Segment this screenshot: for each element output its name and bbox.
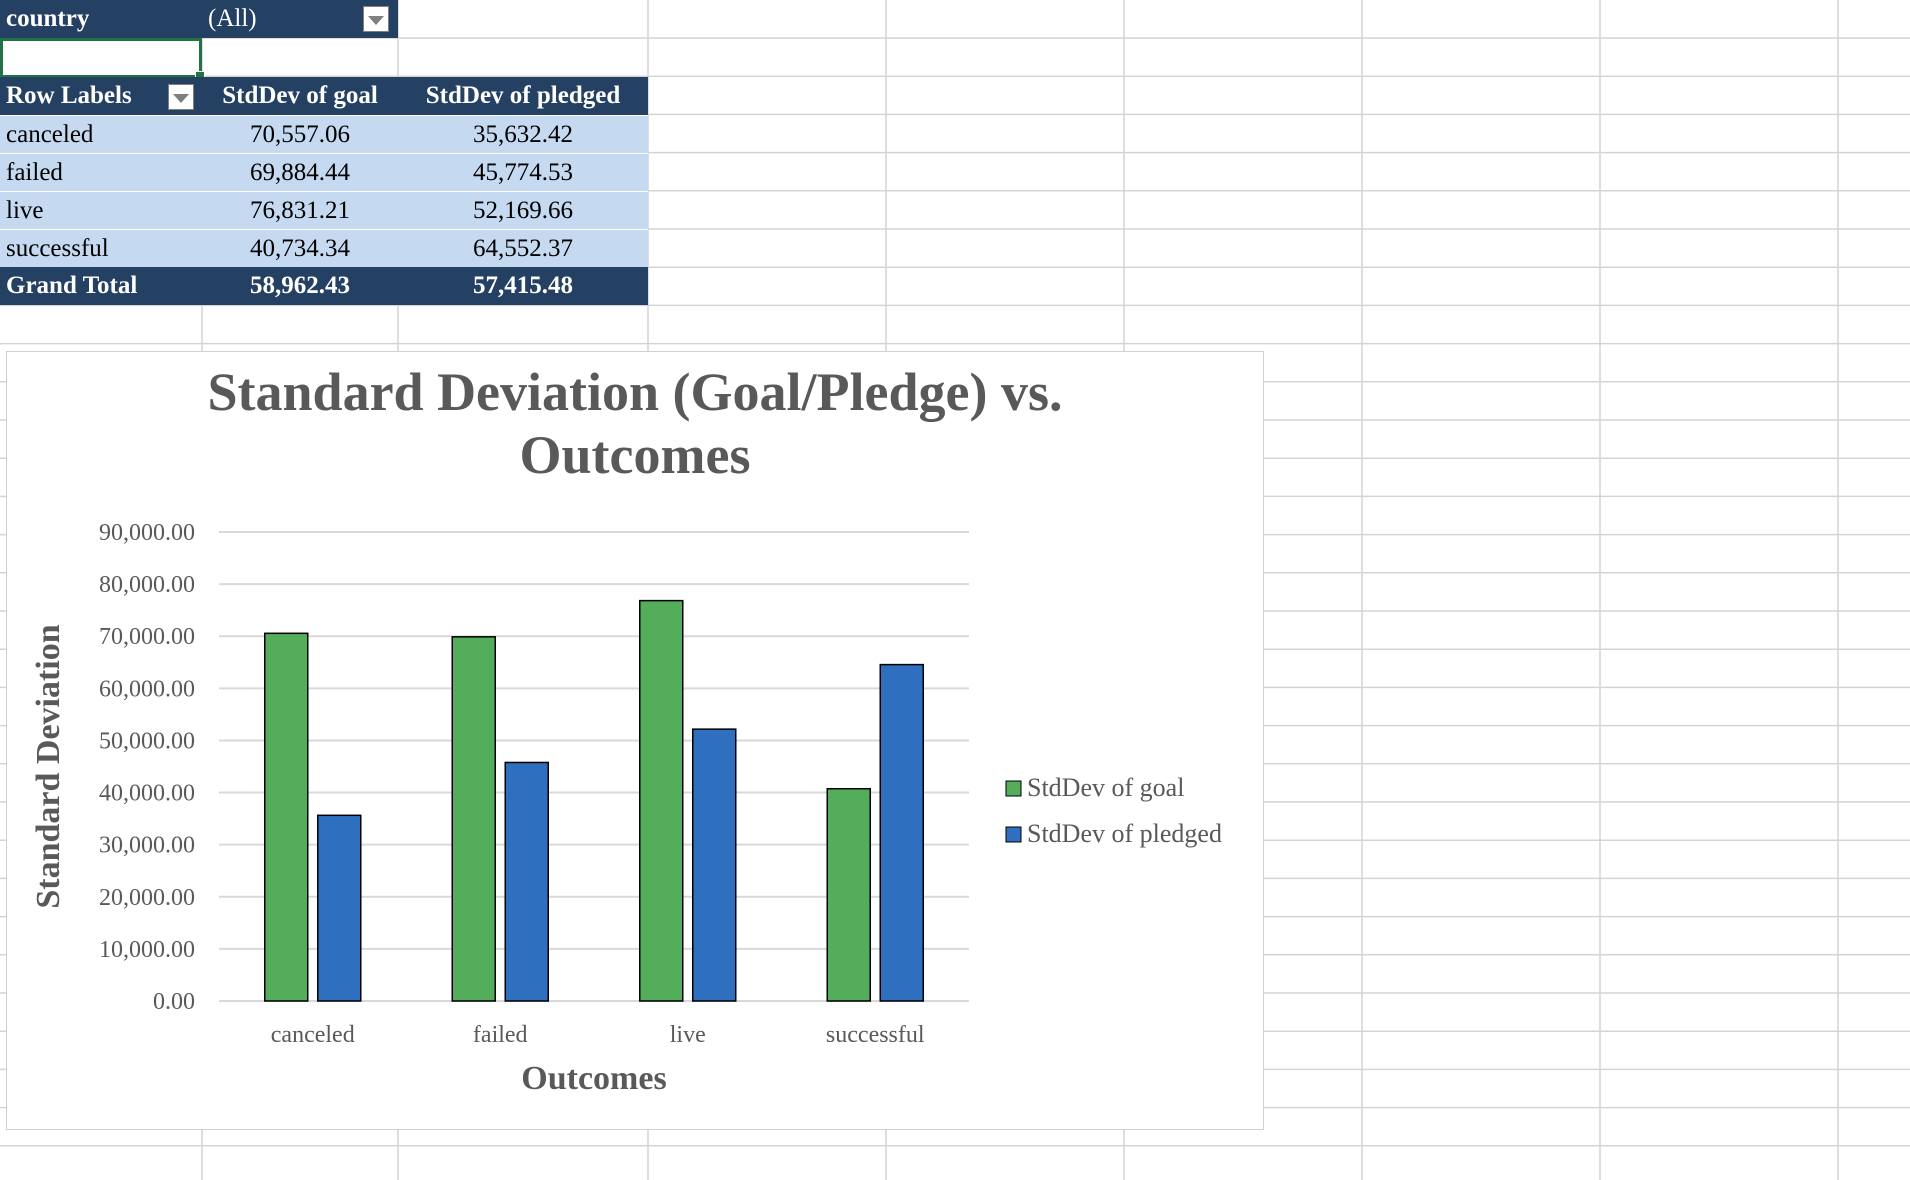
y-tick-label: 20,000.00 (99, 885, 195, 911)
grand-total-pledged: 57,415.48 (398, 267, 648, 305)
x-tick-label: failed (473, 1022, 528, 1048)
bar-chart: Standard Deviation (Goal/Pledge) vs.Outc… (30, 362, 1222, 1097)
pivot-row-label: live (0, 191, 202, 229)
row-labels-dropdown-icon[interactable] (168, 84, 194, 110)
bar-stddev-of-goal-failed[interactable] (451, 636, 496, 1002)
pivot-row-goal: 76,831.21 (202, 191, 398, 229)
y-axis-label: Standard Deviation (30, 624, 67, 908)
bar-stddev-of-pledged-live[interactable] (692, 728, 737, 1002)
pivot-header-goal: StdDev of goal (202, 77, 398, 115)
legend-entry[interactable]: StdDev of goal (1027, 773, 1184, 802)
x-tick-label: live (670, 1022, 706, 1048)
y-tick-label: 60,000.00 (99, 676, 195, 702)
pivot-row-pledged: 45,774.53 (398, 153, 648, 191)
x-tick-label: canceled (271, 1022, 355, 1048)
selected-cell[interactable] (0, 38, 205, 81)
pivot-row-label: canceled (0, 115, 202, 153)
legend-entry[interactable]: StdDev of pledged (1027, 819, 1222, 848)
pivot-row-goal: 69,884.44 (202, 153, 398, 191)
y-tick-label: 80,000.00 (99, 572, 195, 598)
pivot-row-pledged: 52,169.66 (398, 191, 648, 229)
grand-total-label: Grand Total (0, 267, 202, 305)
pivot-row-goal: 70,557.06 (202, 115, 398, 153)
y-tick-label: 40,000.00 (99, 781, 195, 807)
pivot-header-pledged: StdDev of pledged (398, 77, 648, 115)
y-tick-label: 70,000.00 (99, 624, 195, 650)
y-tick-label: 0.00 (153, 989, 195, 1015)
chart-title: Outcomes (520, 425, 751, 485)
y-tick-label: 90,000.00 (99, 520, 195, 546)
legend-swatch (1005, 780, 1022, 797)
bar-stddev-of-goal-canceled[interactable] (264, 632, 309, 1002)
pivot-row-label: failed (0, 153, 202, 191)
legend-swatch (1005, 826, 1022, 843)
bar-stddev-of-goal-successful[interactable] (826, 787, 871, 1002)
pivot-row-pledged: 64,552.37 (398, 229, 648, 267)
bar-stddev-of-pledged-successful[interactable] (879, 663, 924, 1002)
chart-area[interactable]: Standard Deviation (Goal/Pledge) vs. Outc… (6, 351, 1264, 1130)
filter-label: country (0, 0, 202, 38)
filter-dropdown-icon[interactable] (363, 6, 389, 32)
pivot-row-goal: 40,734.34 (202, 229, 398, 267)
chart-title: Standard Deviation (Goal/Pledge) vs. (207, 362, 1062, 422)
pivot-row-pledged: 35,632.42 (398, 115, 648, 153)
bar-stddev-of-goal-live[interactable] (639, 599, 684, 1002)
y-tick-label: 30,000.00 (99, 833, 195, 859)
bar-stddev-of-pledged-failed[interactable] (504, 761, 549, 1002)
x-tick-label: successful (826, 1022, 925, 1048)
x-axis-label: Outcomes (521, 1060, 666, 1097)
bar-stddev-of-pledged-canceled[interactable] (317, 814, 362, 1002)
grand-total-goal: 58,962.43 (202, 267, 398, 305)
y-tick-label: 10,000.00 (99, 937, 195, 963)
y-tick-label: 50,000.00 (99, 728, 195, 754)
pivot-row-label: successful (0, 229, 202, 267)
